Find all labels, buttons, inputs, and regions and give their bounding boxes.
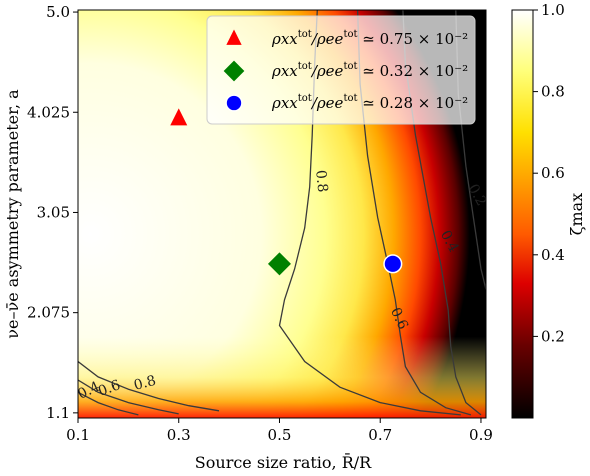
- y-tick-label: 2.075: [27, 304, 70, 322]
- contour-label: 0.6: [96, 377, 122, 400]
- circle-marker: [383, 254, 403, 274]
- data-markers: [170, 108, 403, 276]
- x-axis-label: Source size ratio, R̄/R: [195, 451, 372, 472]
- contour-line: [278, 10, 461, 416]
- y-tick-label: 1.1: [46, 404, 70, 422]
- colorbar-ticks: 0.2 0.4 0.6 0.8 1.0: [533, 1, 565, 345]
- colorbar-tick-label: 0.6: [541, 164, 565, 182]
- legend-label: ρxxtot/ρeetot ≃ 0.32 × 10⁻²: [271, 61, 468, 80]
- contour-labels: 0.80.60.40.20.80.60.4: [78, 169, 486, 402]
- x-tick-label: 0.5: [268, 426, 292, 444]
- contour-line: [78, 360, 220, 412]
- legend-label: ρxxtot/ρeetot ≃ 0.75 × 10⁻²: [271, 29, 468, 48]
- y-tick-label: 5.0: [46, 3, 70, 21]
- colorbar-tick-label: 1.0: [541, 1, 565, 19]
- y-axis-label: νe–ν̄e asymmetry parameter, a: [3, 89, 22, 339]
- colorbar-tick-label: 0.4: [541, 246, 565, 264]
- diamond-marker: [223, 60, 245, 82]
- colorbar-tick-label: 0.8: [541, 83, 565, 101]
- colorbar-label: ζmax: [567, 193, 586, 235]
- x-axis: 0.1 0.3 0.5 0.7 0.9: [66, 418, 493, 444]
- y-axis: 1.1 2.075 3.05 4.025 5.0: [27, 3, 78, 422]
- y-tick-label: 4.025: [27, 103, 70, 121]
- contour-line: [78, 391, 139, 416]
- legend-item: ρxxtot/ρeetot ≃ 0.32 × 10⁻²: [223, 60, 468, 82]
- triangle-marker: [170, 108, 188, 126]
- x-tick-label: 0.1: [66, 426, 90, 444]
- legend: ρxxtot/ρeetot ≃ 0.75 × 10⁻² ρxxtot/ρeetot…: [206, 15, 476, 125]
- legend-box: [206, 15, 476, 125]
- contour-line: [356, 10, 472, 416]
- x-tick-label: 0.9: [469, 426, 493, 444]
- x-tick-label: 0.7: [368, 426, 392, 444]
- circle-marker: [225, 94, 243, 112]
- colorbar: 0.2 0.4 0.6 0.8 1.0 ζmax: [511, 1, 586, 419]
- legend-label: ρxxtot/ρeetot ≃ 0.28 × 10⁻²: [271, 93, 468, 112]
- colorbar-gradient: [511, 9, 534, 419]
- contour-label: 0.8: [132, 373, 158, 394]
- plot-frame: [77, 9, 487, 419]
- x-tick-label: 0.3: [167, 426, 191, 444]
- contour-label: 0.8: [312, 169, 330, 193]
- legend-item: ρxxtot/ρeetot ≃ 0.28 × 10⁻²: [225, 93, 468, 112]
- contour-line: [78, 379, 179, 415]
- diamond-marker: [267, 252, 291, 276]
- contour-lines: [78, 10, 486, 416]
- y-tick-label: 3.05: [37, 203, 70, 221]
- colorbar-tick-label: 0.2: [541, 327, 565, 345]
- triangle-marker: [226, 29, 242, 45]
- legend-item: ρxxtot/ρeetot ≃ 0.75 × 10⁻²: [226, 29, 468, 48]
